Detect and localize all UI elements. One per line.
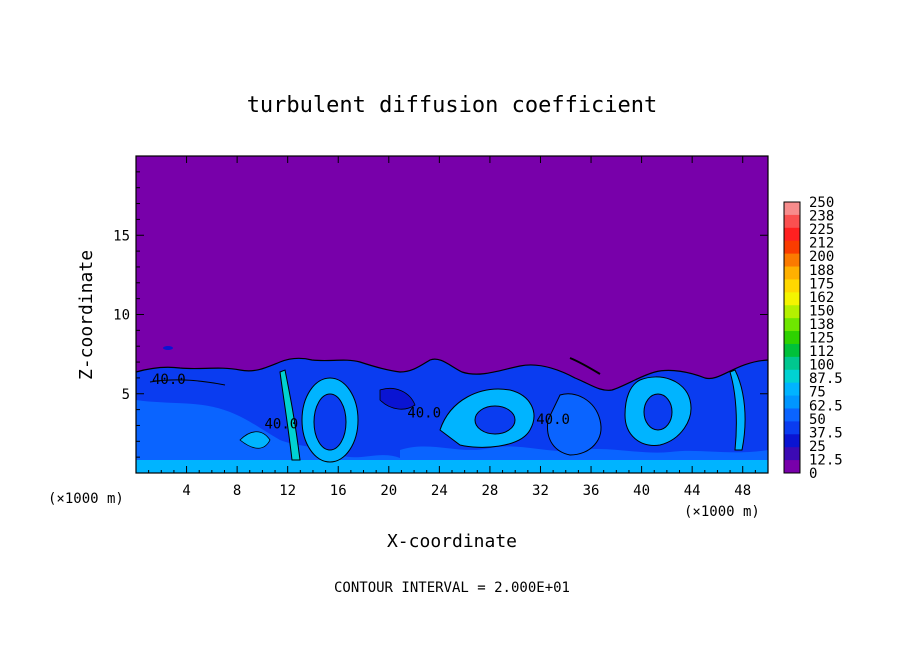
colorbar-swatch [784, 434, 800, 448]
colorbar-swatch [784, 202, 800, 216]
colorbar-swatch [784, 266, 800, 280]
colorbar-swatch [784, 421, 800, 435]
colorbar-swatch [784, 305, 800, 319]
contour-line [569, 357, 601, 375]
y-axis-label: Z-coordinate [76, 250, 97, 380]
field-filament [279, 369, 301, 461]
colorbar-swatch [784, 356, 800, 371]
x-tick-label: 8 [233, 483, 241, 499]
plot-area: 40.0 40.0 40.0 40.0 [135, 155, 769, 474]
field-eddy [313, 393, 347, 451]
x-tick-label: 28 [481, 483, 498, 499]
colorbar-label: 125 [809, 331, 834, 347]
turbulent-field [136, 346, 768, 473]
colorbar-swatch [784, 460, 800, 474]
colorbar-label: 0 [809, 466, 817, 482]
y-tick-label: 5 [122, 387, 130, 403]
colorbar: 2502382252122001881751621501381251121008… [783, 195, 843, 482]
x-tick-label: 24 [431, 483, 448, 499]
colorbar-swatch [784, 279, 800, 293]
x-tick-label: 12 [279, 483, 296, 499]
colorbar-label: 212 [809, 236, 834, 252]
y-tick-label: 10 [113, 308, 130, 324]
colorbar-swatch [784, 318, 800, 332]
x-tick-label: 16 [330, 483, 347, 499]
colorbar-label: 175 [809, 276, 834, 292]
colorbar-label: 200 [809, 249, 834, 265]
colorbar-label: 225 [809, 222, 834, 238]
x-unit-label: (×1000 m) [48, 491, 124, 507]
colorbar-label: 162 [809, 290, 834, 306]
colorbar-label: 87.5 [809, 371, 843, 387]
colorbar-swatch [784, 227, 800, 242]
colorbar-swatch [784, 395, 800, 409]
x-tick-label: 20 [380, 483, 397, 499]
contour-label: 40.0 [265, 417, 299, 433]
field-eddy [239, 431, 271, 449]
x-axis: 4 8 12 16 20 24 28 32 36 40 44 48 [148, 156, 756, 499]
x-tick-label: 36 [583, 483, 600, 499]
y-axis: 5 10 15 [113, 171, 768, 458]
colorbar-swatch [784, 331, 800, 345]
x-tick-label: 4 [182, 483, 190, 499]
colorbar-label: 150 [809, 303, 834, 319]
colorbar-label: 37.5 [809, 425, 843, 441]
contour-interval-label: CONTOUR INTERVAL = 2.000E+01 [334, 580, 570, 596]
colorbar-swatch [784, 253, 800, 268]
colorbar-swatch [784, 408, 800, 422]
colorbar-swatch [784, 292, 800, 306]
colorbar-label: 100 [809, 358, 834, 374]
colorbar-label: 50 [809, 412, 826, 428]
colorbar-label: 188 [809, 263, 834, 279]
field-eddy [163, 346, 173, 350]
field-eddy [379, 388, 416, 410]
x-tick-label: 48 [734, 483, 751, 499]
field-eddy [643, 393, 673, 431]
colorbar-label: 250 [809, 195, 834, 211]
colorbar-label: 112 [809, 344, 834, 360]
colorbar-swatch [784, 240, 800, 255]
contour-label: 40.0 [407, 406, 441, 422]
field-eddy [546, 393, 602, 456]
contour-labels: 40.0 40.0 40.0 40.0 [152, 372, 570, 432]
colorbar-label: 62.5 [809, 398, 843, 414]
field-region [136, 460, 768, 473]
colorbar-label: 138 [809, 317, 834, 333]
field-filament [729, 369, 746, 451]
colorbar-swatch [784, 369, 800, 384]
contour-line [149, 379, 226, 386]
colorbar-swatch [784, 214, 800, 229]
field-eddy [474, 405, 516, 435]
x-tick-label: 32 [532, 483, 549, 499]
colorbar-label: 75 [809, 385, 826, 401]
colorbar-label: 238 [809, 209, 834, 225]
chart-title: turbulent diffusion coefficient [247, 93, 658, 118]
contour-label: 40.0 [536, 412, 570, 428]
x-axis-label: X-coordinate [387, 531, 517, 552]
y-tick-label: 15 [113, 228, 130, 244]
colorbar-swatch [784, 343, 800, 358]
colorbar-label: 12.5 [809, 452, 843, 468]
contour-label: 40.0 [152, 372, 186, 388]
colorbar-label: 25 [809, 439, 826, 455]
x-tick-label: 40 [633, 483, 650, 499]
colorbar-swatch [784, 382, 800, 397]
colorbar-swatch [784, 447, 800, 461]
x-tick-label: 44 [684, 483, 701, 499]
y-unit-label: (×1000 m) [684, 504, 760, 520]
colorbar-frame [783, 201, 801, 474]
